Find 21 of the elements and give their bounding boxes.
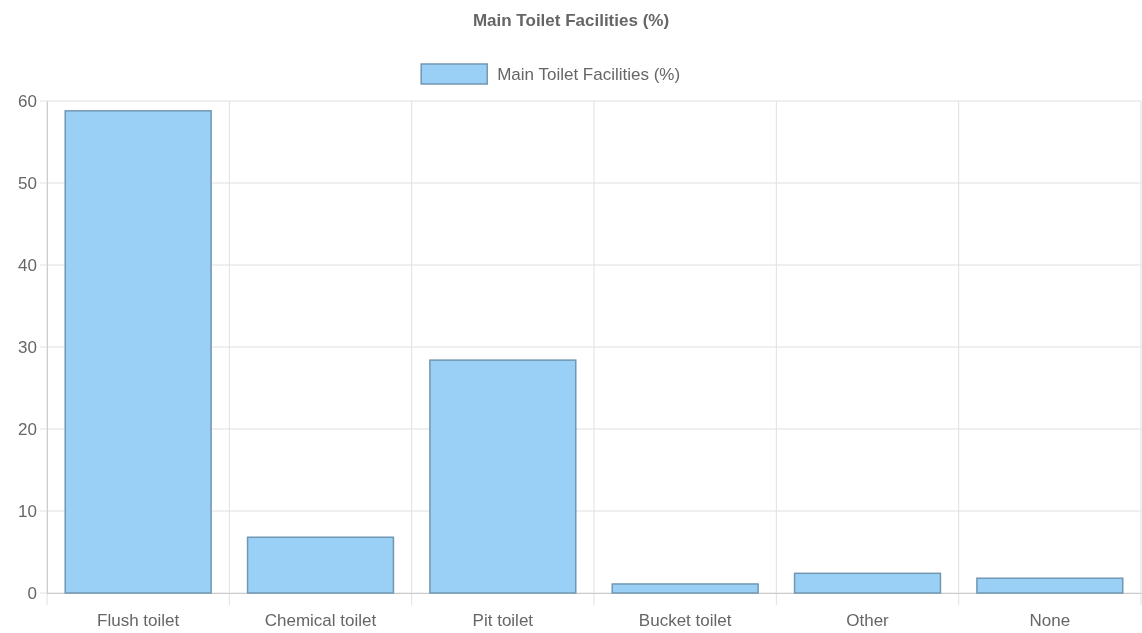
x-tick-label: Flush toilet <box>97 611 180 631</box>
x-tick-label: Pit toilet <box>472 611 534 631</box>
chart-title: Main Toilet Facilities (%) <box>472 11 670 30</box>
y-tick-label: 60 <box>18 91 37 111</box>
legend-label: Main Toilet Facilities (%) <box>497 65 681 84</box>
bar <box>793 572 942 594</box>
bar <box>976 577 1124 594</box>
bar <box>246 536 395 594</box>
x-tick-label: Bucket toilet <box>638 611 732 631</box>
bar <box>429 359 577 594</box>
bar <box>64 110 212 594</box>
y-tick-label: 10 <box>18 501 37 521</box>
y-tick-label: 50 <box>18 173 37 193</box>
y-tick-label: 30 <box>18 337 37 357</box>
y-tick-label: 40 <box>18 255 37 275</box>
x-tick-label: Chemical toilet <box>264 611 377 631</box>
y-tick-label: 20 <box>18 419 37 439</box>
y-tick-label: 0 <box>27 583 37 603</box>
x-tick-label: None <box>1029 611 1071 631</box>
x-tick-label: Other <box>846 611 890 631</box>
bar <box>611 583 759 594</box>
